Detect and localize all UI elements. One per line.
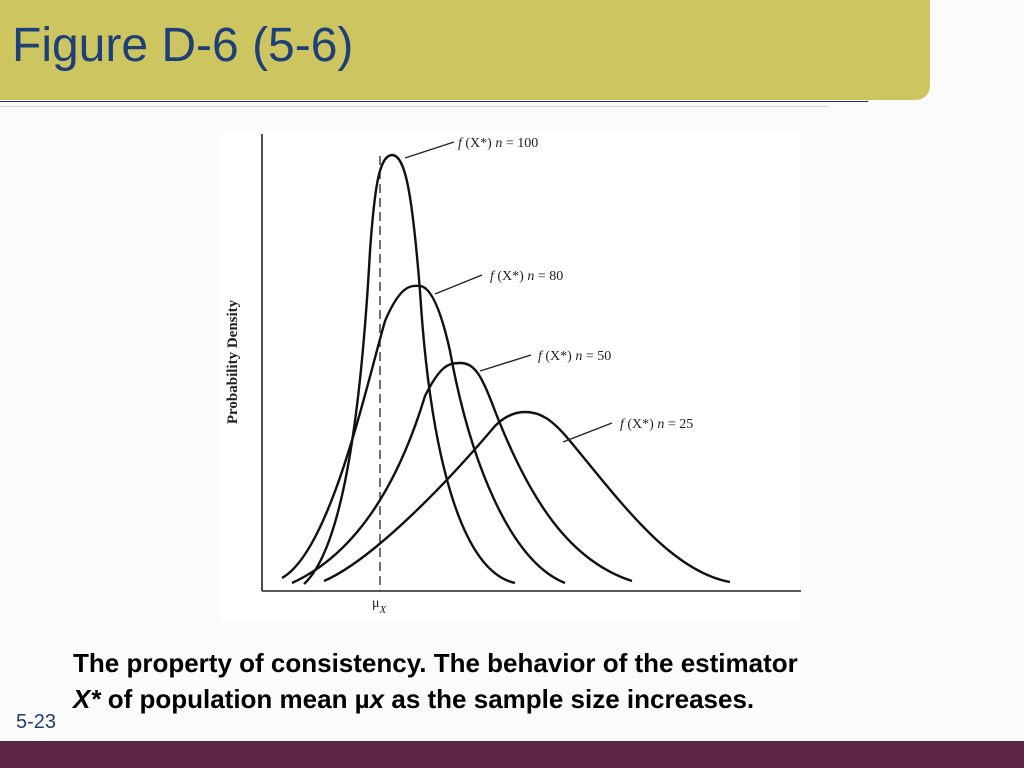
curve-label-n25: f (X*) n = 25 [620, 417, 693, 432]
density-curve-n80 [281, 284, 566, 585]
title-bar: Figure D-6 (5-6) [0, 0, 930, 100]
caption-middle: of population mean µ [100, 684, 370, 714]
caption-line-2: X* of population mean µx as the sample s… [73, 681, 973, 717]
density-curve-n25 [323, 410, 731, 584]
consistency-diagram: Probability Density μX f (X*) n = 100 f … [225, 134, 801, 616]
density-curve-n100 [303, 153, 516, 585]
slide-title: Figure D-6 (5-6) [12, 19, 354, 72]
leader-line-n50 [479, 354, 532, 372]
density-curve-n50 [291, 361, 633, 585]
leader-line-n100 [404, 141, 455, 159]
title-rule-dark [0, 101, 868, 102]
leader-line-n80 [434, 274, 483, 295]
caption-estimator-var: X* [73, 684, 101, 714]
y-axis-label: Probability Density [225, 299, 241, 424]
caption-end: as the sample size increases. [384, 684, 755, 714]
figure-panel: Probability Density μX f (X*) n = 100 f … [220, 131, 801, 620]
footer-bar [0, 741, 1024, 768]
curve-label-n80: f (X*) n = 80 [490, 269, 563, 284]
curve-label-n100: f (X*) n = 100 [458, 136, 538, 151]
curve-label-n50: f (X*) n = 50 [538, 349, 611, 364]
caption-line-1: The property of consistency. The behavio… [73, 648, 798, 678]
figure-caption: The property of consistency. The behavio… [73, 645, 973, 717]
caption-subscript: x [369, 684, 385, 714]
mean-marker-label: μX [372, 596, 388, 616]
leader-line-n25 [562, 422, 613, 443]
title-rule-light [0, 106, 828, 107]
slide-number: 5-23 [16, 711, 57, 733]
